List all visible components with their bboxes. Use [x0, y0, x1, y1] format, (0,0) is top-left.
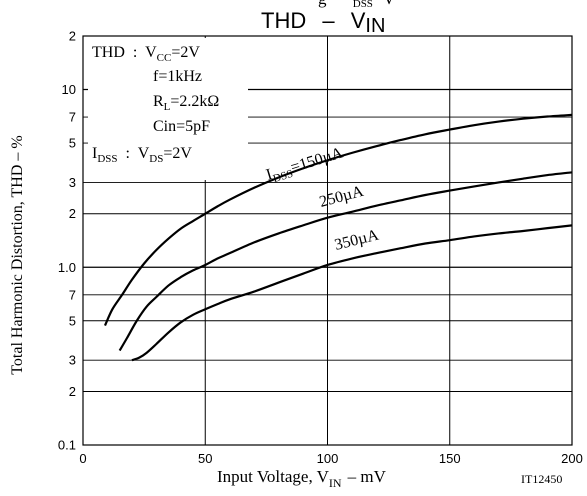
x-tick-label: 0 — [79, 451, 86, 466]
title-partial-tail: V — [383, 0, 396, 8]
svg-text:RL=2.2kΩ: RL=2.2kΩ — [153, 93, 219, 113]
y-tick-label: 10 — [62, 82, 76, 97]
y-tick-label: 5 — [69, 136, 76, 151]
series-label-350: 350µA — [333, 226, 381, 253]
title-sub: IN — [365, 15, 385, 37]
plot-frame — [82, 35, 573, 446]
x-axis-label-unit: – mV — [347, 467, 387, 486]
x-tick-label: 100 — [317, 451, 339, 466]
svg-text:THD : VCC=2V: THD : VCC=2V — [92, 44, 200, 64]
y-tick-label: 7 — [69, 287, 76, 302]
y-tick-label: 1.0 — [58, 260, 76, 275]
svg-text:IDSS : VDS=2V: IDSS : VDS=2V — [92, 145, 192, 166]
cond-vds-tail: =2V — [163, 145, 192, 162]
series-label-150-tail: =150µA — [289, 144, 346, 176]
cond-rl-sub: L — [164, 101, 171, 113]
x-axis-label-sub: IN — [329, 476, 342, 490]
cond-rl: R — [153, 93, 164, 110]
series-label-150: IDSS=150µA — [264, 144, 346, 186]
data-series — [103, 113, 573, 362]
y-axis-label: Total Harmonic Distortion, THD – % — [9, 135, 26, 374]
y-tick-labels: 0.1 2 3 5 7 1.0 2 3 5 7 10 2 — [58, 29, 76, 453]
title-main: THD — [261, 8, 306, 33]
cond-vcc-tail: =2V — [171, 44, 200, 61]
cond-cin: Cin=5pF — [153, 118, 210, 135]
x-tick-label: 150 — [439, 451, 461, 466]
cond-vds: V — [138, 145, 150, 162]
series-line-150 — [103, 113, 573, 326]
title-partial: g — [318, 0, 327, 8]
x-axis-label-main: Input Voltage, V — [217, 467, 330, 486]
x-tick-label: 200 — [561, 451, 583, 466]
title-v: V — [351, 8, 366, 33]
cond-vds-sub: DS — [149, 153, 163, 165]
cond-rl-tail: =2.2kΩ — [170, 93, 219, 110]
x-tick-label: 50 — [198, 451, 212, 466]
svg-text:THD – VIN: THD – VIN — [261, 8, 385, 37]
y-tick-label: 7 — [69, 110, 76, 125]
series-line-350 — [131, 224, 573, 362]
y-tick-label: 2 — [69, 29, 76, 44]
chart-title: g DSS V THD – VIN — [261, 0, 396, 37]
series-label-150-prefix: I — [264, 166, 274, 184]
conditions-box — [88, 38, 248, 180]
y-tick-label: 0.1 — [58, 438, 76, 453]
figure-id: IT12450 — [521, 472, 562, 486]
series-label-250: 250µA — [318, 183, 366, 211]
y-tick-label: 2 — [69, 384, 76, 399]
title-partial-sub: DSS — [353, 0, 373, 10]
y-tick-label: 2 — [69, 206, 76, 221]
cond-vcc-sub: CC — [157, 52, 172, 64]
x-axis-label: Input Voltage, VIN – mV — [217, 467, 387, 490]
cond-idss-sub: DSS — [97, 153, 117, 165]
x-tick-labels: 0 50 100 150 200 — [79, 451, 582, 466]
series-label-150-sub: DSS — [272, 168, 295, 185]
title-dash: – — [322, 8, 335, 33]
y-tick-label: 5 — [69, 313, 76, 328]
y-tick-label: 3 — [69, 353, 76, 368]
cond-idss: I — [92, 145, 97, 162]
conditions-legend: THD : VCC=2V f=1kHz RL=2.2kΩ Cin=5pF IDS… — [88, 38, 248, 180]
y-tick-label: 3 — [69, 175, 76, 190]
cond-thd-label: THD — [92, 44, 125, 61]
cond-freq: f=1kHz — [153, 68, 202, 85]
svg-text:g DSS V: g DSS V — [318, 0, 396, 11]
cond-vcc: V — [145, 44, 157, 61]
series-line-250 — [118, 171, 573, 352]
